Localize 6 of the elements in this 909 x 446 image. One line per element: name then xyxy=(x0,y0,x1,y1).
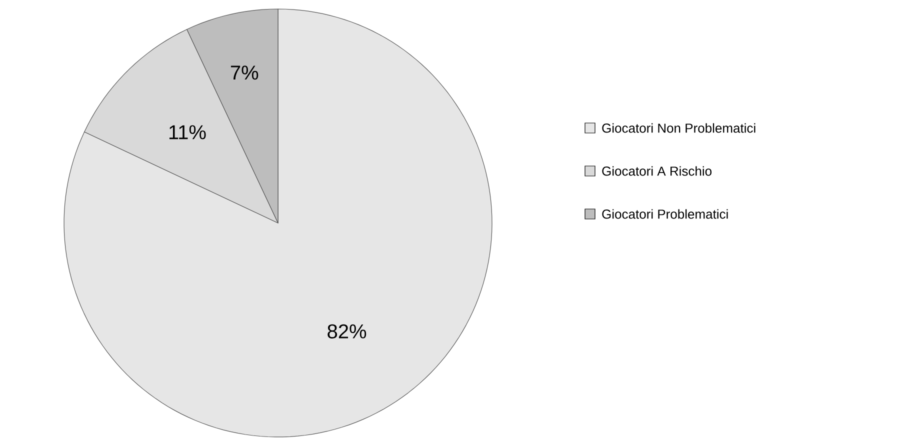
data-label: 7% xyxy=(230,66,258,80)
legend-label: Giocatori Non Problematici xyxy=(602,123,756,133)
data-label: 82% xyxy=(328,324,366,338)
legend-label: Giocatori Problematici xyxy=(602,209,728,219)
data-label: 11% xyxy=(169,125,206,140)
legend-label: Giocatori A Rischio xyxy=(602,166,712,176)
